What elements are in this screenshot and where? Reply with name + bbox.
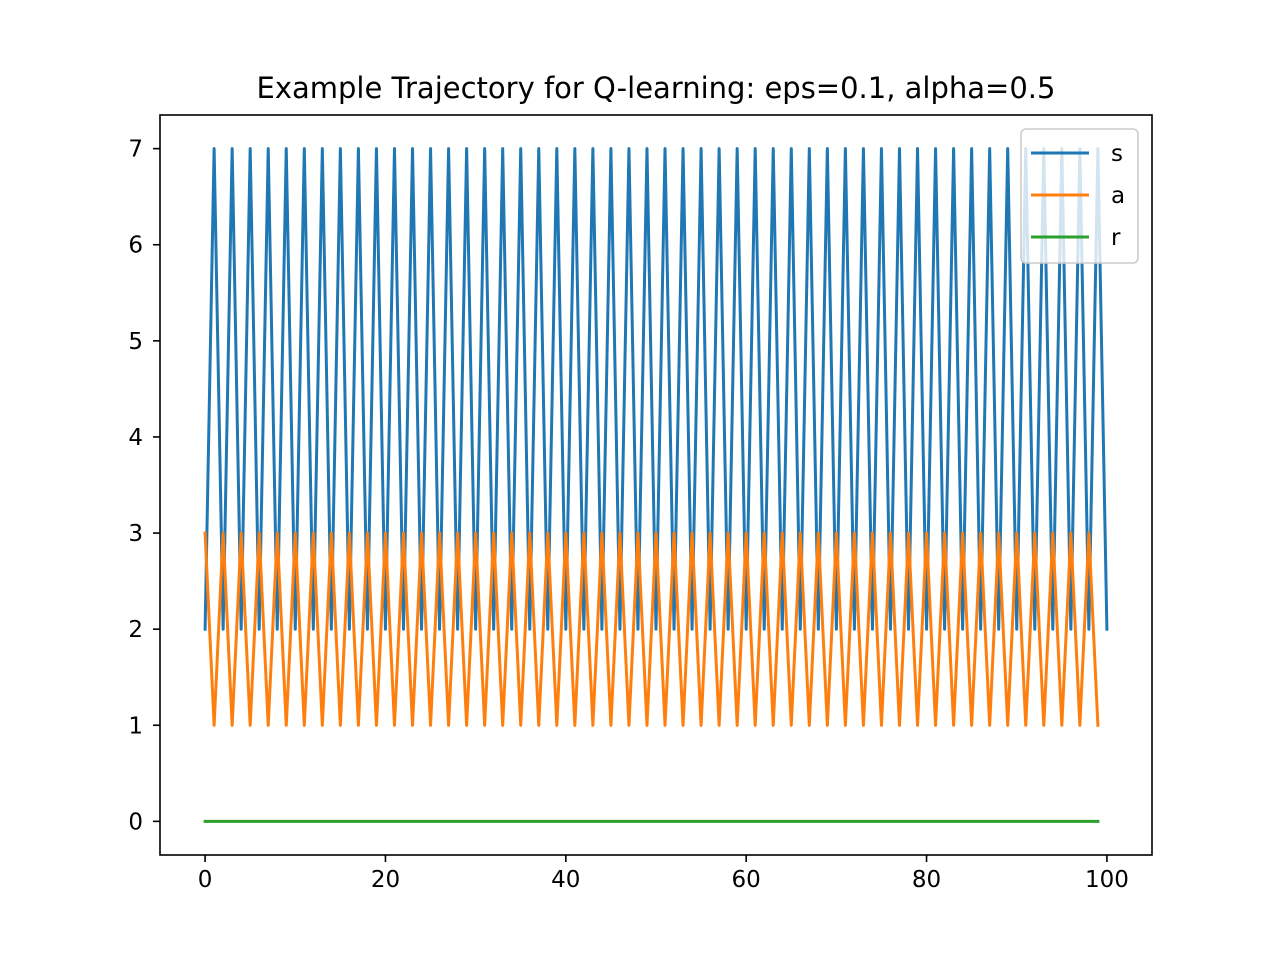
- x-tick-label: 0: [198, 867, 213, 893]
- legend-label-r: r: [1111, 225, 1121, 251]
- x-tick-label: 60: [732, 867, 761, 893]
- x-tick-label: 40: [551, 867, 580, 893]
- y-tick-label: 5: [128, 329, 143, 355]
- x-tick-label: 100: [1085, 867, 1129, 893]
- y-tick-label: 2: [128, 617, 143, 643]
- plot-area-frame: [159, 114, 1153, 856]
- x-tick-label: 80: [912, 867, 941, 893]
- legend-label-a: a: [1111, 183, 1125, 209]
- y-tick-label: 4: [128, 425, 143, 451]
- x-axis: 0 20 40 60 80 100: [198, 855, 1129, 893]
- legend-label-s: s: [1111, 141, 1123, 167]
- series-layer: [203, 147, 1109, 823]
- y-tick-label: 3: [128, 521, 143, 547]
- series-line-s: [203, 147, 1109, 631]
- y-tick-label: 6: [128, 233, 143, 259]
- y-axis: 0 1 2 3 4 5 6 7: [128, 137, 160, 835]
- series-line-a: [203, 531, 1100, 727]
- chart-title: Example Trajectory for Q-learning: eps=0…: [257, 71, 1056, 105]
- y-tick-label: 1: [128, 713, 143, 739]
- legend-entries: sar: [1031, 141, 1125, 251]
- y-tick-label: 7: [128, 137, 143, 163]
- legend: sar: [1020, 128, 1139, 264]
- y-tick-label: 0: [128, 809, 143, 835]
- x-tick-label: 20: [371, 867, 400, 893]
